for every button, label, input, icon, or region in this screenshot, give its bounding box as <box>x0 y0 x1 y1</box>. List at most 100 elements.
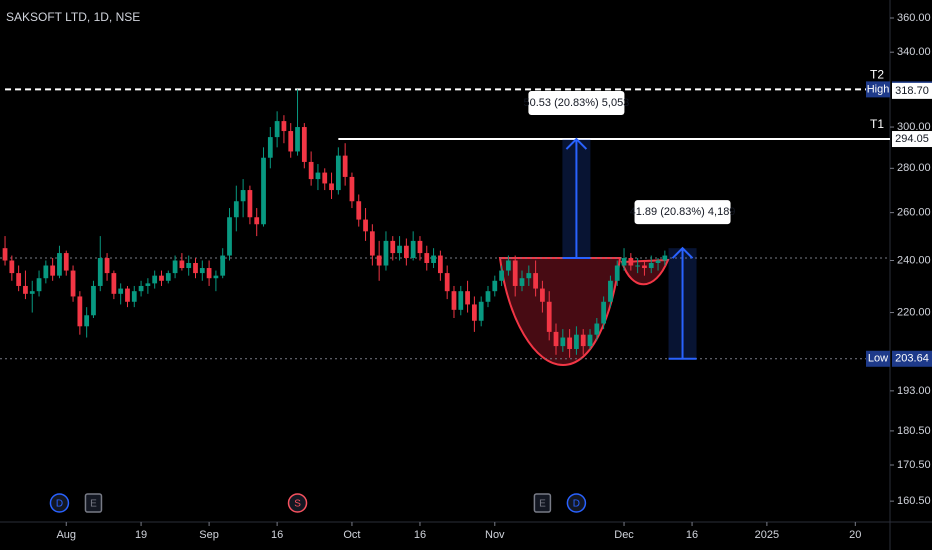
candle-body <box>329 183 334 191</box>
x-tick-label: 16 <box>414 529 426 541</box>
y-tick-label: 340.00 <box>897 46 931 58</box>
candle-body <box>97 258 103 286</box>
candle-body <box>417 240 423 254</box>
candle-body <box>172 260 178 274</box>
event-marker <box>84 493 103 513</box>
candle-body <box>274 121 280 138</box>
candle-body <box>322 172 328 184</box>
price-tag-box <box>866 350 890 367</box>
event-marker <box>287 493 308 513</box>
event-label: D <box>56 499 63 510</box>
candle-body <box>567 337 572 349</box>
candle-body <box>601 301 607 324</box>
candle-body <box>199 268 205 274</box>
level-name: T1 <box>870 117 884 131</box>
y-tick-label: 280.00 <box>897 162 931 174</box>
candle-body <box>57 253 62 276</box>
candle-body <box>84 315 90 327</box>
candle-body <box>111 273 117 294</box>
candle-body <box>369 231 375 256</box>
candle-body <box>621 258 627 266</box>
event-label: D <box>573 499 580 510</box>
candle-body <box>519 278 525 286</box>
candle-body <box>36 278 42 292</box>
y-tick-label: 160.50 <box>897 495 931 507</box>
event-label: E <box>539 499 546 510</box>
candle-body <box>431 255 436 264</box>
candle-body <box>23 285 28 294</box>
candle-body <box>587 334 593 347</box>
y-tick-label: 260.00 <box>897 207 931 219</box>
candle-body <box>186 263 192 269</box>
candle-body <box>655 260 661 264</box>
candle-body <box>349 176 355 202</box>
candle-body <box>247 190 253 218</box>
candle-body <box>465 291 470 305</box>
y-tick-label: 180.50 <box>897 425 931 437</box>
price-tag-box <box>866 81 890 98</box>
candle-body <box>485 291 491 302</box>
event-marker <box>49 493 70 513</box>
candle-body <box>308 161 314 180</box>
candle-body <box>152 275 158 284</box>
measure-label-box <box>634 200 731 225</box>
candle-body <box>118 288 124 294</box>
candle-body <box>642 265 647 269</box>
candle-body <box>533 273 538 289</box>
candle-body <box>125 288 130 302</box>
x-tick-label: 19 <box>135 529 147 541</box>
candle-body <box>451 291 457 310</box>
x-tick-label: 16 <box>271 529 283 541</box>
handle-pattern <box>620 258 670 286</box>
candle-body <box>363 219 368 232</box>
candle-body <box>281 121 287 132</box>
candle-body <box>220 255 226 276</box>
candle-body <box>9 260 15 274</box>
candle-body <box>261 157 266 225</box>
candle-body <box>104 258 110 274</box>
candle-body <box>213 275 219 279</box>
candle-body <box>635 265 641 267</box>
price-label-box <box>892 82 932 99</box>
candle-body <box>179 260 185 269</box>
candle-body <box>410 240 416 259</box>
candle-body <box>553 331 559 347</box>
measure-label: 41.89 (20.83%) 4,189 <box>630 206 736 218</box>
event-marker <box>566 493 587 513</box>
candle-body <box>546 301 552 332</box>
arrow-head <box>565 137 588 150</box>
x-tick-label: 20 <box>849 529 861 541</box>
candle-body <box>29 291 35 294</box>
candle-body <box>193 263 198 274</box>
price-label-box <box>892 131 932 148</box>
candle-body <box>131 291 137 302</box>
candle-body <box>614 265 620 281</box>
candle-body <box>628 258 634 266</box>
y-tick-label: 220.00 <box>897 306 931 318</box>
candle-body <box>424 253 430 264</box>
candle-body <box>233 201 239 218</box>
candle-body <box>342 155 348 177</box>
y-tick-label: 193.00 <box>897 385 931 397</box>
candle-body <box>227 217 232 256</box>
candle-body <box>662 255 668 261</box>
candle-body <box>540 288 545 302</box>
y-tick-label: 240.00 <box>897 254 931 266</box>
candle-body <box>574 334 579 349</box>
x-tick-label: Nov <box>485 529 505 541</box>
candle-body <box>397 245 402 254</box>
candle-body <box>254 217 260 225</box>
candle-body <box>335 155 341 191</box>
candle-body <box>63 253 69 271</box>
price-tag: High <box>867 83 890 95</box>
x-tick-label: Aug <box>56 529 76 541</box>
candle-body <box>608 280 613 302</box>
price-tag: Low <box>868 353 888 365</box>
candle-body <box>91 285 96 316</box>
candle-body <box>301 127 307 162</box>
price-label: 203.64 <box>895 353 929 365</box>
candle-body <box>206 268 212 279</box>
candle-body <box>288 131 294 152</box>
price-label: 318.70 <box>895 85 929 97</box>
